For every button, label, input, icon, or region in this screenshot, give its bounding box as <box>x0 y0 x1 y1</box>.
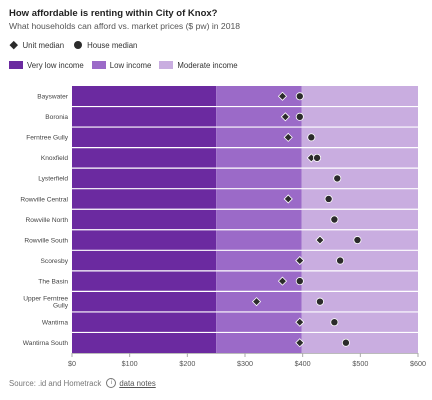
x-tick-label: $0 <box>68 359 76 368</box>
category-label: Ferntree Gully <box>26 135 68 142</box>
income-band-legend: Very low income Low income Moderate inco… <box>9 59 246 71</box>
house-median-point <box>336 256 345 265</box>
circle-marker-icon <box>74 41 83 49</box>
info-icon: i <box>106 378 117 388</box>
house-median-point <box>353 236 362 245</box>
unit-median-point <box>277 276 288 286</box>
chart-title: How affordable is renting within City of… <box>9 8 218 19</box>
category-label: Upper Ferntree Gully <box>23 296 68 310</box>
x-tick-label: $300 <box>237 359 253 368</box>
house-median-point <box>315 297 324 306</box>
unit-median-point <box>295 317 305 327</box>
category-label: Boronia <box>45 114 68 121</box>
data-notes-link[interactable]: data notes <box>119 378 156 388</box>
category-label: Wantirna South <box>23 340 69 347</box>
marker-legend: Unit median House median <box>9 39 147 51</box>
house-median-point <box>295 92 304 101</box>
source-label: Source: .id and Hometrack <box>9 378 102 388</box>
band-very-low-income <box>72 86 217 353</box>
unit-median-point <box>315 235 325 245</box>
house-median-point <box>330 215 339 224</box>
category-label: Rowville North <box>25 217 68 224</box>
house-median-point <box>330 318 339 327</box>
house-median-point <box>295 112 304 121</box>
category-label: Knoxfield <box>41 155 68 162</box>
house-median-point <box>341 338 350 347</box>
band-low-income <box>216 86 302 353</box>
legend-item-low-income[interactable]: Low income <box>91 60 152 70</box>
x-tick-label: $600 <box>410 359 426 368</box>
unit-median-point <box>280 112 290 122</box>
x-tick-label: $400 <box>295 359 311 368</box>
category-label: Wantirna <box>42 319 68 326</box>
house-median-point <box>295 277 304 286</box>
unit-median-point <box>251 297 262 307</box>
category-label: Scoresby <box>41 258 69 265</box>
house-median-point <box>333 174 342 183</box>
x-tick-label: $100 <box>122 359 138 368</box>
legend-item-very-low-income[interactable]: Very low income <box>9 61 84 70</box>
legend-label-unit-median: Unit median <box>22 40 65 50</box>
unit-median-point <box>283 132 293 142</box>
legend-label-house-median: House median <box>87 40 138 50</box>
legend-item-moderate-income[interactable]: Moderate income <box>159 60 238 70</box>
legend-item-unit-median[interactable]: Unit median <box>9 41 64 50</box>
category-label: Lysterfield <box>38 176 68 183</box>
low-income-swatch <box>91 61 106 69</box>
moderate-income-swatch <box>159 61 174 69</box>
unit-median-point <box>277 91 288 101</box>
category-label: Bayswater <box>37 94 69 101</box>
x-tick-label: $500 <box>352 359 368 368</box>
unit-median-point <box>295 256 305 266</box>
category-label: The Basin <box>38 278 68 285</box>
house-median-point <box>307 133 316 142</box>
legend-label-low-income: Low income <box>109 60 152 70</box>
unit-median-point <box>283 194 293 204</box>
house-median-point <box>324 194 333 203</box>
category-label: Rowville Central <box>20 196 68 203</box>
legend-label-moderate-income: Moderate income <box>177 60 238 70</box>
category-label: Rowville South <box>24 237 68 244</box>
affordability-chart: Bayswater Boronia Ferntree Gully Knoxfield L… <box>20 86 426 368</box>
legend-label-very-low-income: Very low income <box>27 60 84 70</box>
chart-subtitle: What households can afford vs. market pr… <box>9 21 241 31</box>
x-tick-label: $200 <box>179 359 195 368</box>
house-median-point <box>313 153 322 162</box>
very-low-income-swatch <box>9 61 23 69</box>
source-note: Source: .id and Hometrack i data notes <box>9 378 156 388</box>
unit-median-point <box>295 338 305 348</box>
legend-item-house-median[interactable]: House median <box>74 41 137 50</box>
diamond-marker-icon <box>9 41 18 49</box>
band-moderate-income <box>301 86 418 353</box>
